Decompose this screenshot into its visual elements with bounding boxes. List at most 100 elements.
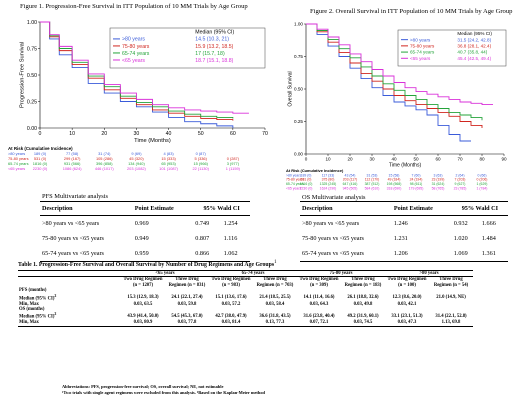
- y-tick-label: 0.50: [294, 87, 303, 92]
- table1-cell: 0.03, 77.8: [165, 320, 209, 327]
- table-row: >80 years vs <65 years 0.969 0.749 1.254: [40, 216, 250, 232]
- os-mv-cell: >80 years vs <65 years: [302, 220, 360, 227]
- x-tick-label: 20: [347, 157, 353, 162]
- at-risk-value: 1086 (624): [63, 166, 83, 171]
- at-risk-label: <65 years: [286, 186, 301, 190]
- y-tick-label: 1.00: [27, 20, 37, 26]
- table1-cell: 43.9 (41.4, 50.0): [127, 313, 159, 319]
- legend-entry: 65-74 years: [410, 50, 435, 55]
- table1-cell: 21.0 (14.9, NE): [436, 294, 466, 300]
- pfs-mv-cell: 0.949: [134, 235, 149, 242]
- table1-cell: 0.03, 80.9: [121, 320, 165, 327]
- os-mv-cell: 75-80 years vs <65 years: [302, 235, 364, 242]
- legend-header: Median (95% CI): [457, 31, 492, 36]
- table1-cell: 15.3 (12.9, 18.3): [127, 294, 159, 300]
- x-tick-label: 10: [325, 157, 331, 162]
- y-axis-label: Overall Survival: [287, 71, 293, 106]
- at-risk-value: 189 (0): [301, 173, 312, 177]
- table1-cell: 0.03, 49.8: [353, 301, 373, 307]
- table1-cell: 0.13, 77.3: [253, 320, 297, 327]
- figure2-title: Figure 2. Overall Survival in ITT Popula…: [310, 8, 513, 15]
- table1-cell: 0.03, 63.5: [133, 301, 153, 307]
- figure1-title: Figure 1. Progression-Free Survival in I…: [20, 3, 248, 10]
- at-risk-title: At Risk (Cumulative Incidence): [286, 168, 344, 173]
- legend-entry: 75-80 years: [410, 43, 435, 48]
- legend-entry: <65 years: [410, 56, 431, 61]
- os-mv-title: OS Multivariate analysis: [302, 194, 366, 201]
- at-risk-value: 1816 (0): [300, 182, 313, 186]
- at-risk-value: 31 (74): [98, 151, 111, 156]
- at-risk-value: 0 (87): [196, 151, 207, 156]
- legend-median: 18.7 (15.1, 18.8): [195, 58, 233, 64]
- y-tick-label: 0.00: [294, 152, 303, 157]
- table1-subheader: Two Drug Regimen (n = 983): [211, 277, 251, 288]
- table1-cell: 54.5 (45.3, 67.0): [171, 313, 203, 319]
- table1-subheader: Three Drug Regimen (n = 183): [344, 277, 382, 288]
- pfs-mv-cell: 0.749: [195, 220, 210, 227]
- os-mv-cell: 1.666: [481, 220, 496, 227]
- at-risk-value: 5 (336): [195, 156, 208, 161]
- at-risk-value: 2 (64): [456, 173, 465, 177]
- x-tick-label: 70: [262, 131, 268, 137]
- os-mv-cell: 1.231: [393, 235, 408, 242]
- table1-cell: 0.03, 58.4: [265, 301, 285, 307]
- at-risk-title: At Risk (Cumulative Incidence): [8, 146, 73, 151]
- table-row: PFS (months): [18, 288, 473, 293]
- legend-box: [397, 29, 507, 67]
- pfs-mv-cell: 0.969: [134, 220, 149, 227]
- at-risk-label: 75-80 years: [286, 178, 304, 182]
- at-risk-value: 203 (1082): [127, 166, 147, 171]
- table1-cell: 21.4 (18.5, 25.5): [259, 294, 291, 300]
- table1-subheader: Three Drug Regimen (n = 54): [433, 277, 469, 288]
- pfs-mv-header: Point Estimate: [132, 201, 194, 216]
- table1-title-sup: 1: [274, 260, 277, 265]
- at-risk-value: 203 (117): [343, 178, 357, 182]
- at-risk-value: 1325 (245): [320, 182, 337, 186]
- at-risk-value: 43 (54): [345, 173, 356, 177]
- os-mv-cell: 0.932: [453, 220, 468, 227]
- x-tick-label: 60: [230, 131, 236, 137]
- table1-subheader: Three Drug Regimen (n = 831): [168, 277, 206, 288]
- at-risk-value: 101 (1087): [159, 166, 179, 171]
- at-risk-value: 31 (624): [432, 182, 445, 186]
- legend-entry: >80 years: [410, 37, 431, 42]
- table-row: 65-74 years vs <65 years 0.959 0.866 1.0…: [40, 246, 250, 262]
- at-risk-value: 117 (33): [322, 173, 335, 177]
- pfs-mv-cell: 1.116: [223, 235, 238, 242]
- series-line: [306, 23, 471, 142]
- at-risk-value: 7 (60): [412, 173, 421, 177]
- x-axis-label: Time (Months): [134, 138, 171, 144]
- at-risk-value: 531 (0): [301, 178, 312, 182]
- table1-row-label: PFS (months): [19, 288, 47, 294]
- table1-cell: 42.7 (38.0, 47.9): [215, 313, 247, 319]
- table-row: 65-74 years vs <65 years 1.206 1.069 1.3…: [300, 246, 508, 262]
- at-risk-value: 1 (784): [477, 186, 488, 190]
- y-tick-label: 0.25: [27, 99, 37, 105]
- at-risk-value: 318 (690): [387, 186, 402, 190]
- at-risk-value: 0 (66): [478, 173, 487, 177]
- at-risk-value: 0 (287): [227, 156, 240, 161]
- os-mv-cell: 1.361: [479, 246, 508, 262]
- at-risk-value: 531 (0): [34, 156, 47, 161]
- table1-cell: 49.2 (31.9, 60.1): [347, 313, 379, 319]
- table1-cell: 31.4 (22.1, 52.8): [435, 313, 467, 319]
- table1-row-label: Median (95% CI)2: [18, 294, 121, 302]
- y-tick-label: 1.00: [294, 22, 303, 27]
- table1-cell: 1.13, 69.8: [429, 320, 473, 327]
- at-risk-value: 0 (206): [477, 178, 488, 182]
- x-tick-label: 50: [413, 157, 419, 162]
- x-tick-label: 30: [134, 131, 140, 137]
- table1-group-header: <65 years: [121, 269, 209, 278]
- pfs-mv-table: Description Point Estimate 95% Wald CI >…: [40, 201, 250, 262]
- at-risk-value: 179 (695): [409, 186, 424, 190]
- table-row: Min, Max 0.03, 80.9 0.03, 77.8 0.03, 81.…: [18, 320, 473, 327]
- pfs-mv-cell: 75-80 years vs <65 years: [42, 235, 104, 242]
- at-risk-label: >80 years: [8, 151, 25, 156]
- pfs-mv-cell: 0.866: [193, 246, 222, 262]
- table1-corner: [18, 277, 121, 288]
- x-tick-label: 50: [198, 131, 204, 137]
- at-risk-label: 65-74 years: [8, 161, 29, 166]
- os-mv-header: 95% Wald CI: [451, 201, 508, 216]
- at-risk-label: 75-80 years: [8, 156, 29, 161]
- x-tick-label: 30: [369, 157, 375, 162]
